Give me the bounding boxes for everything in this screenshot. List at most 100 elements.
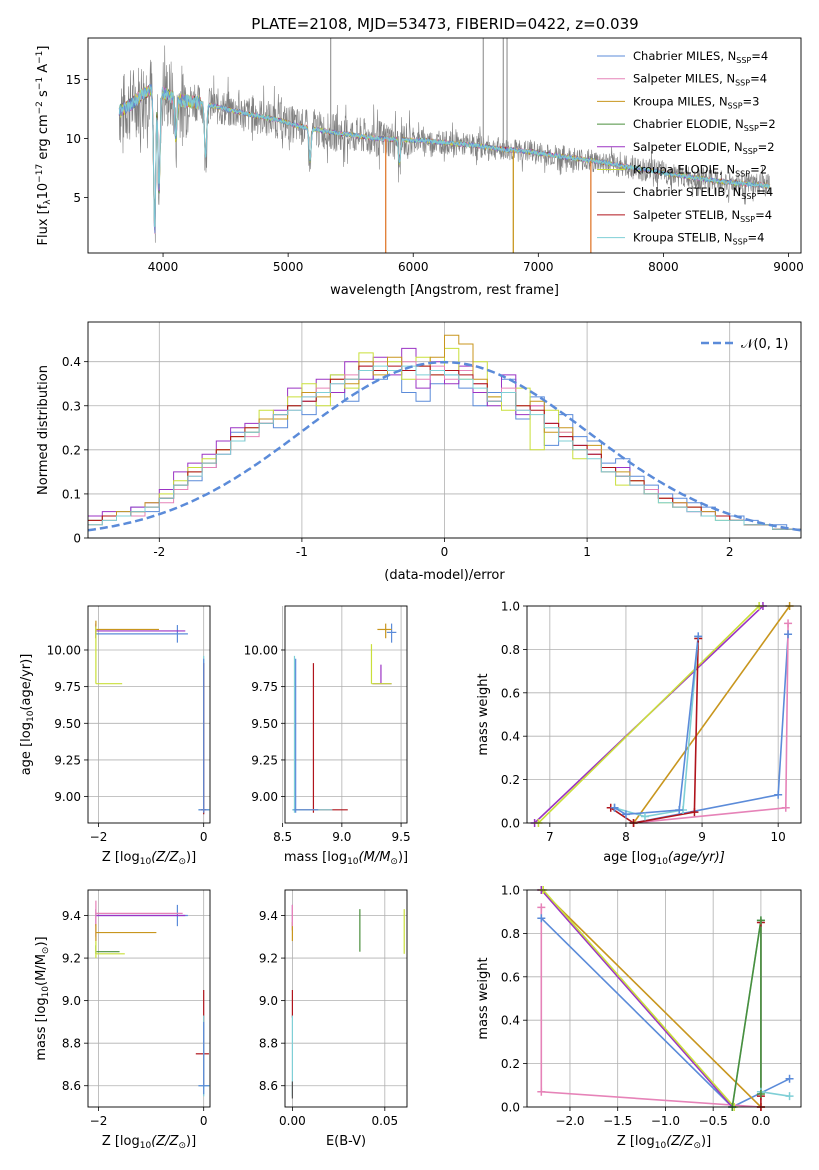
legend-entry: Salpeter MILES, NSSP=4 (633, 72, 767, 88)
legend-entry: Salpeter STELIB, NSSP=4 (633, 208, 772, 224)
x-tick-label: 0.00 (279, 1114, 306, 1128)
plot-area (88, 334, 801, 532)
y-tick-label: 9.00 (251, 790, 278, 804)
axes-mass-weight-vs-Z: −2.0 −1.5 −1.0 −0.5 0.0 0.0 0.2 0.4 0.6 0.8 1.0 Z [… (476, 884, 802, 1151)
y-tick-label: 8.8 (62, 1037, 81, 1051)
y-tick-label: 0.4 (501, 1014, 520, 1028)
mass-weight-marker (774, 790, 783, 799)
plot-area (292, 623, 397, 813)
y-tick-label: 0.0 (501, 1101, 520, 1115)
mass-weight-marker (781, 803, 790, 812)
y-tick-label: 0.6 (501, 686, 520, 700)
mass-weight-marker (694, 632, 703, 641)
x-tick-label: 0.05 (371, 1114, 398, 1128)
axes-frame (87, 605, 211, 824)
axes-mass-vs-Z: −2 0 8.6 8.8 9.0 9.2 9.4 Z [log10(Z/Z⊙)] mass [l… (34, 889, 211, 1151)
y-tick-label: 9.4 (259, 909, 278, 923)
y-tick-label: 0.1 (62, 487, 81, 501)
x-tick-label: −2 (90, 830, 108, 844)
x-tick-label: 8000 (648, 260, 679, 274)
mass-weight-marker (784, 619, 793, 628)
mass-weight-line (540, 917, 790, 1107)
x-tick-label: -1 (296, 545, 308, 559)
y-tick-label: 10.00 (244, 643, 278, 657)
x-tick-label: −2.0 (555, 1114, 584, 1128)
axes-frame (526, 889, 802, 1108)
y-axis-label: age [log10(age/yr)] (19, 654, 36, 776)
x-tick-label: 5000 (273, 260, 304, 274)
mass-weight-marker (756, 1089, 765, 1098)
mass-weight-marker (610, 803, 619, 812)
x-tick-label: 8.5 (273, 830, 292, 844)
legend: Chabrier MILES, NSSP=4 Salpeter MILES, NS… (597, 49, 776, 247)
axes-frame (526, 605, 802, 824)
y-tick-label: 0.8 (501, 643, 520, 657)
y-tick-label: 0.8 (501, 927, 520, 941)
y-axis-label: Normed distribution (36, 365, 51, 495)
axes-mass-vs-EBV: 0.00 0.05 8.6 8.8 9.0 9.2 9.4 E(B-V) (259, 889, 408, 1149)
legend-entry: Chabrier STELIB, NSSP=4 (633, 185, 773, 201)
model-spectrum (118, 83, 771, 228)
y-tick-label: 8.6 (259, 1079, 278, 1093)
axes-mass-weight-vs-age: 7 8 9 10 0.0 0.2 0.4 0.6 0.8 1.0 age [log10(age/yr… (476, 600, 802, 867)
y-tick-label: 0.0 (501, 817, 520, 831)
x-tick-label: 7 (546, 830, 554, 844)
plot-area (534, 606, 791, 823)
x-tick-label: −1.0 (651, 1114, 680, 1128)
mass-weight-line (633, 634, 789, 823)
y-tick-label: 9.25 (54, 753, 81, 767)
y-tick-label: 0.2 (501, 773, 520, 787)
x-axis-label: mass [log10(M/M⊙)] (284, 850, 408, 867)
y-tick-label: 10 (66, 132, 81, 146)
residual-histogram (88, 365, 801, 530)
plot-area (291, 904, 405, 1099)
x-tick-label: 0 (200, 830, 208, 844)
figure-title: PLATE=2108, MJD=53473, FIBERID=0422, z=0… (251, 15, 638, 33)
axes-spectrum: 4000 5000 6000 7000 8000 9000 5 10 15 wavelength … (35, 37, 804, 298)
y-tick-label: 9.0 (62, 994, 81, 1008)
y-tick-label: 9.2 (62, 952, 81, 966)
y-tick-label: 9.0 (259, 994, 278, 1008)
x-tick-label: -2 (153, 545, 165, 559)
x-tick-label: 10 (771, 830, 786, 844)
y-tick-label: 9.75 (251, 680, 278, 694)
mass-weight-marker (785, 1092, 794, 1101)
y-tick-label: 9.50 (251, 717, 278, 731)
x-tick-label: 1 (583, 545, 591, 559)
x-tick-label: 9.5 (392, 830, 411, 844)
mass-weight-marker (785, 1074, 794, 1083)
y-tick-label: 0.4 (62, 355, 81, 369)
legend-entry: Chabrier ELODIE, NSSP=2 (633, 117, 776, 133)
x-tick-label: 0.0 (751, 1114, 770, 1128)
x-axis-label: Z [log10(Z/Z⊙)] (102, 850, 196, 867)
x-axis-label: age [log10(age/yr)] (603, 850, 725, 867)
axes-frame (87, 321, 802, 539)
mass-weight-line (540, 907, 761, 1107)
axes-residuals: -2 -1 0 1 2 0 0.1 0.2 0.3 0.4 (data-model)/error No… (36, 321, 802, 583)
y-axis-label: Flux [fλ10−17 erg cm−2 s−1 A−1] (35, 46, 53, 246)
x-tick-label: 4000 (148, 260, 179, 274)
legend-entry: 𝒩(0, 1) (741, 337, 788, 352)
mass-weight-line (614, 636, 699, 818)
x-axis-label: E(B-V) (326, 1134, 366, 1149)
x-tick-label: 9000 (773, 260, 804, 274)
axes-frame (284, 889, 408, 1108)
x-tick-label: 2 (726, 545, 734, 559)
x-axis-label: Z [log10(Z/Z⊙)] (617, 1134, 711, 1151)
x-axis-label: wavelength [Angstrom, rest frame] (330, 283, 559, 298)
y-tick-label: 0.2 (62, 443, 81, 457)
mass-weight-marker (675, 805, 684, 814)
y-axis-label: mass [log10(M/M⊙)] (34, 936, 51, 1060)
y-tick-label: 1.0 (501, 600, 520, 614)
x-tick-label: 8 (622, 830, 630, 844)
mass-weight-marker (537, 914, 546, 923)
mass-weight-line (540, 890, 733, 1107)
y-tick-label: 8.8 (259, 1037, 278, 1051)
axes-frame (87, 37, 802, 254)
y-tick-label: 9.4 (62, 909, 81, 923)
x-tick-label: −2 (90, 1114, 108, 1128)
y-tick-label: 0.6 (501, 970, 520, 984)
x-tick-label: 0 (200, 1114, 208, 1128)
axes-frame (87, 889, 211, 1108)
